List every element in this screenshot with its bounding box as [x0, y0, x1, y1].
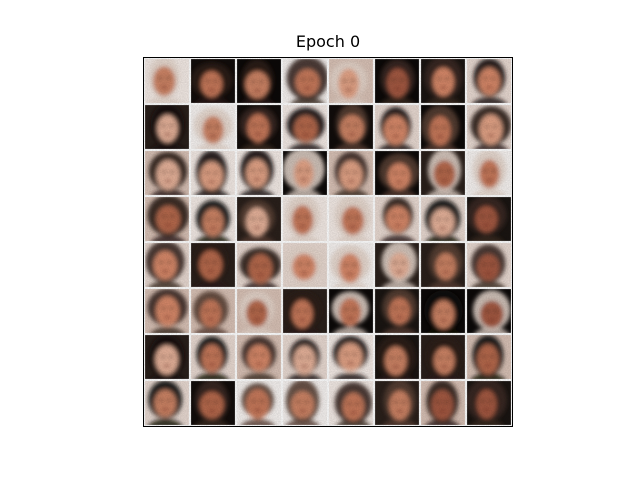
samples-canvas — [144, 58, 512, 426]
generated-samples-grid — [143, 57, 513, 427]
figure-title: Epoch 0 — [295, 32, 361, 51]
